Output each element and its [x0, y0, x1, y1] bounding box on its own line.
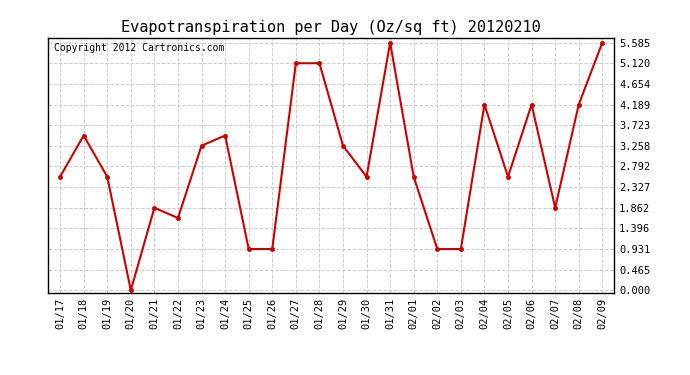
Text: Copyright 2012 Cartronics.com: Copyright 2012 Cartronics.com — [54, 43, 224, 52]
Title: Evapotranspiration per Day (Oz/sq ft) 20120210: Evapotranspiration per Day (Oz/sq ft) 20… — [121, 20, 541, 35]
